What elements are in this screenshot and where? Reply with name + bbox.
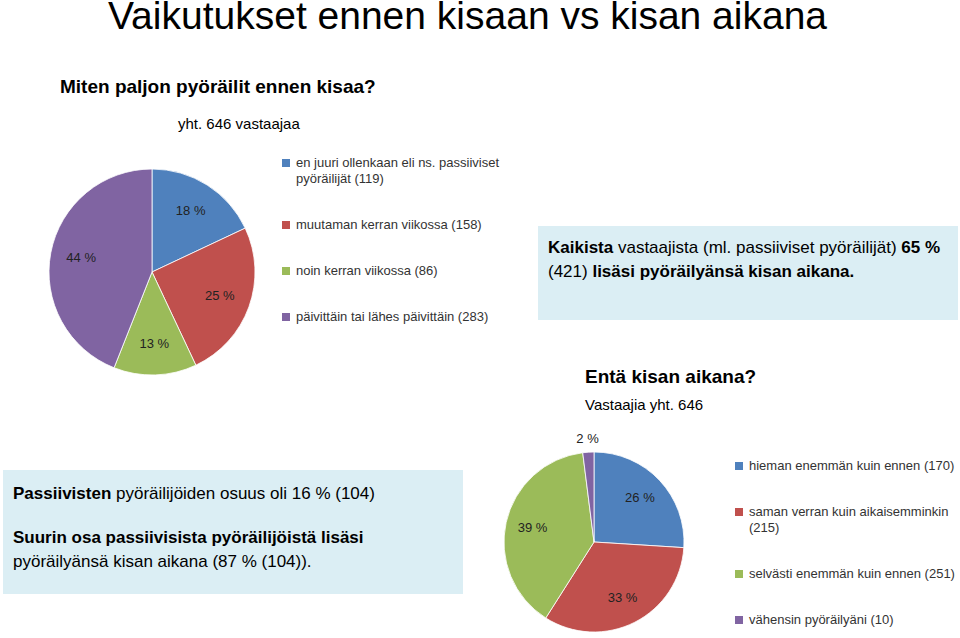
html-text:Vastaajia yht. 646: Vastaajia yht. 646 <box>585 396 704 413</box>
html-text:pyöräilyänsä kisan aikana (87: pyöräilyänsä kisan aikana (87 % (104)). <box>13 552 312 571</box>
html-text:hieman enemmän kuin ennen (170: hieman enemmän kuin ennen (170) <box>749 458 955 473</box>
svg-text:13 %: 13 % <box>139 336 169 351</box>
html-text:Entä kisan aikana?: Entä kisan aikana? <box>585 366 757 387</box>
html-text:yht. 646 vastaajaa: yht. 646 vastaajaa <box>178 115 300 132</box>
html-text:päivittäin tai lähes päivittäi: päivittäin tai lähes päivittäin (283) <box>296 309 489 324</box>
html-text:(421) lisäsi pyöräilyänsä kisa: (421) lisäsi pyöräilyänsä kisan aikana. <box>548 262 855 281</box>
svg-text:25 %: 25 % <box>205 288 235 303</box>
svg-text:2 %: 2 % <box>576 431 599 446</box>
svg-text:33 %: 33 % <box>608 590 638 605</box>
svg-text:26 %: 26 % <box>625 490 655 505</box>
html-text:en juuri ollenkaan eli ns. pas: en juuri ollenkaan eli ns. passiiviset p… <box>296 155 500 186</box>
svg-text:44 %: 44 % <box>66 250 96 265</box>
html-text:Miten paljon pyöräilit ennen k: Miten paljon pyöräilit ennen kisaa? <box>60 76 376 97</box>
html-text:muutaman kerran viikossa (158): muutaman kerran viikossa (158) <box>296 217 482 232</box>
svg-text:18 %: 18 % <box>176 203 206 218</box>
html-text:Passiivisten pyöräilijöiden os: Passiivisten pyöräilijöiden osuus oli 16… <box>13 484 375 503</box>
html-text:vähensin pyöräilyäni (10): vähensin pyöräilyäni (10) <box>749 612 894 627</box>
html-text:Kaikista vastaajista (ml. pass: Kaikista vastaajista (ml. passiiviset py… <box>548 238 941 257</box>
svg-text:39 %: 39 % <box>518 520 548 535</box>
html-text:noin kerran viikossa (86): noin kerran viikossa (86) <box>296 263 438 278</box>
html-text:selvästi enemmän kuin ennen (2: selvästi enemmän kuin ennen (251) <box>749 566 955 581</box>
html-text:Suurin osa passiivisista pyörä: Suurin osa passiivisista pyöräilijöistä … <box>13 528 364 547</box>
html-text:saman verran kuin aikaisemmink: saman verran kuin aikaisemminkin (215) <box>749 504 949 535</box>
